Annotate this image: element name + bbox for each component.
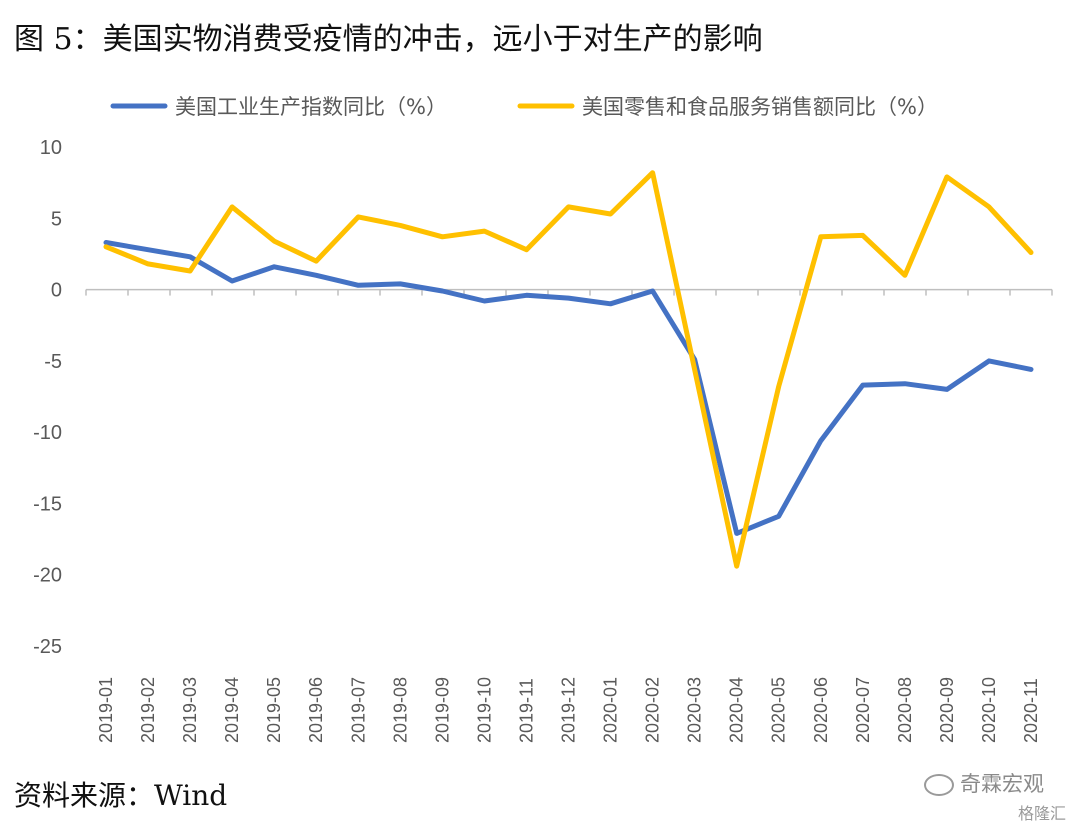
x-tick-label: 2019-05 [264, 677, 284, 743]
x-tick-label: 2020-02 [643, 677, 663, 743]
x-tick-label: 2019-09 [432, 677, 452, 743]
y-tick-label: -10 [33, 422, 62, 444]
y-tick-label: -5 [44, 351, 62, 373]
y-tick-label: 5 [51, 208, 62, 230]
x-tick-label: 2020-07 [853, 677, 873, 743]
chart-legend: 美国工业生产指数同比（%） 美国零售和食品服务销售额同比（%） [110, 95, 938, 119]
x-tick-label: 2020-08 [895, 677, 915, 743]
x-axis: 2019-01 2019-02 2019-03 2019-04 2019-05 2019-… [85, 288, 1053, 743]
x-tick-label: 2019-11 [516, 678, 536, 743]
x-tick-label: 2020-09 [937, 677, 957, 743]
y-tick-label: -25 [33, 636, 62, 658]
x-tick-label: 2019-06 [306, 677, 326, 743]
legend-label-2: 美国零售和食品服务销售额同比（%） [582, 95, 938, 119]
x-tick-label: 2019-12 [559, 677, 579, 743]
y-tick-label: 10 [40, 137, 62, 159]
y-tick-label: 0 [51, 280, 62, 302]
series-line-1 [103, 240, 1034, 536]
x-tick-label: 2019-02 [138, 677, 158, 743]
x-tick-label: 2019-01 [96, 677, 116, 743]
x-tick-label: 2020-06 [811, 677, 831, 743]
figure-title: 图 5：美国实物消费受疫情的冲击，远小于对生产的影响 [14, 22, 763, 57]
x-tick-label: 2019-10 [474, 677, 494, 743]
x-tick-label: 2019-08 [390, 677, 410, 743]
x-tick-label: 2020-01 [601, 677, 621, 743]
watermark-secondary: 格隆汇 [1017, 804, 1066, 823]
watermark: 奇霖宏观 [924, 768, 1044, 798]
x-tick-label: 2019-07 [348, 677, 368, 743]
plot-area [103, 170, 1034, 569]
x-tick-label: 2020-10 [979, 677, 999, 743]
legend-label-1: 美国工业生产指数同比（%） [175, 95, 447, 119]
y-tick-label: -15 [33, 493, 62, 515]
x-tick-label: 2020-11 [1021, 678, 1041, 743]
y-tick-label: -20 [33, 565, 62, 587]
x-tick-label: 2020-05 [769, 677, 789, 743]
source-note: 资料来源：Wind [14, 779, 228, 812]
y-axis: 10 5 0 -5 -10 -15 -20 -25 [33, 137, 62, 658]
watermark-text: 奇霖宏观 [960, 772, 1044, 796]
x-tick-label: 2020-04 [727, 677, 747, 743]
x-tick-label: 2020-03 [685, 677, 705, 743]
x-tick-label: 2019-03 [180, 677, 200, 743]
x-tick-label: 2019-04 [222, 677, 242, 743]
wechat-icon [924, 774, 954, 796]
series-line-2 [103, 170, 1034, 569]
